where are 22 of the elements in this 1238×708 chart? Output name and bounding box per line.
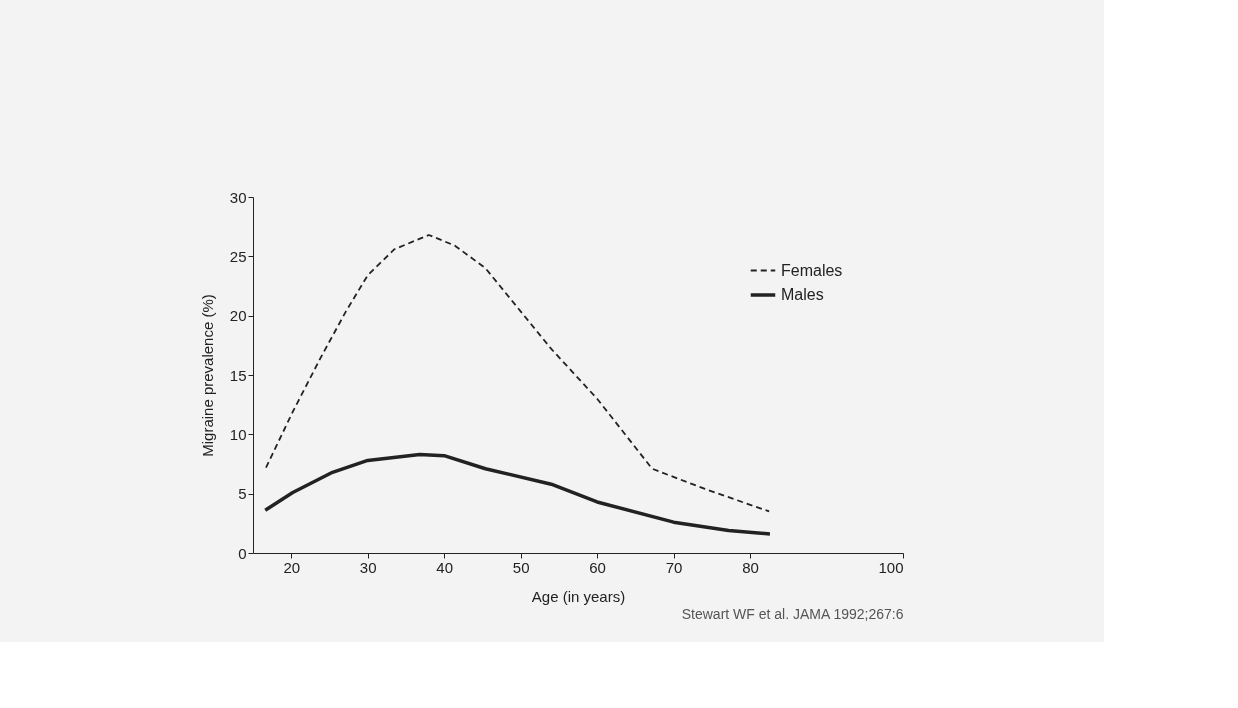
- x-tick-label: 100: [878, 558, 904, 576]
- y-axis-title: Migraine prevalence (%): [198, 294, 216, 457]
- legend-label: Males: [781, 286, 824, 303]
- x-tick-label: 40: [436, 558, 454, 576]
- x-tick-label: 70: [665, 558, 683, 576]
- y-tick-label: 20: [229, 307, 247, 325]
- y-tick-label: 25: [229, 247, 247, 265]
- x-tick-label: 20: [283, 558, 301, 576]
- y-tick-label: 0: [238, 544, 247, 562]
- x-tick-label: 60: [589, 558, 606, 576]
- line-series: [263, 452, 772, 536]
- y-tick-label: 5: [238, 485, 247, 503]
- legend-label: Females: [781, 261, 843, 279]
- y-tick-label: 10: [229, 425, 247, 443]
- x-tick-label: 50: [512, 558, 530, 576]
- text: Stewart WF et al. JAMA 1992;267:6: [681, 606, 904, 622]
- line-series: [265, 234, 771, 513]
- x-tick-label: 30: [359, 558, 377, 576]
- x-tick-label: 80: [742, 558, 759, 576]
- x-axis-title: Age (in years): [531, 587, 626, 605]
- y-tick-label: 15: [229, 366, 247, 384]
- y-tick-label: 30: [229, 188, 247, 206]
